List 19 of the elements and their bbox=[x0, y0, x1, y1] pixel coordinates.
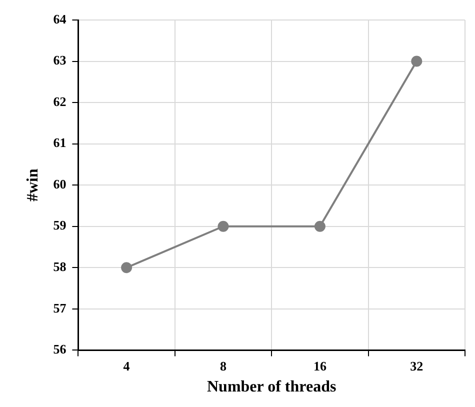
point bbox=[411, 56, 422, 67]
point bbox=[218, 220, 229, 232]
y-tick-label: 59 bbox=[53, 218, 67, 233]
y-tick-label: 56 bbox=[53, 342, 67, 357]
y-tick-label: 57 bbox=[53, 300, 67, 316]
y-tick-label: 64 bbox=[53, 11, 67, 26]
x-tick-label: 4 bbox=[123, 358, 130, 374]
point bbox=[121, 262, 132, 274]
x-tick-label: 16 bbox=[313, 358, 327, 374]
x-tick-label: 8 bbox=[220, 358, 227, 374]
x-axis-title: Number of threads bbox=[207, 378, 336, 396]
y-tick-label: 63 bbox=[53, 52, 67, 68]
y-tick-label: 58 bbox=[53, 259, 67, 274]
y-axis-title: #win bbox=[24, 168, 42, 202]
y-tick-label: 60 bbox=[53, 176, 66, 192]
point bbox=[314, 220, 326, 232]
y-tick-label: 62 bbox=[53, 94, 66, 109]
x-tick-label: 32 bbox=[410, 358, 424, 374]
y-tick-label: 61 bbox=[53, 135, 66, 150]
